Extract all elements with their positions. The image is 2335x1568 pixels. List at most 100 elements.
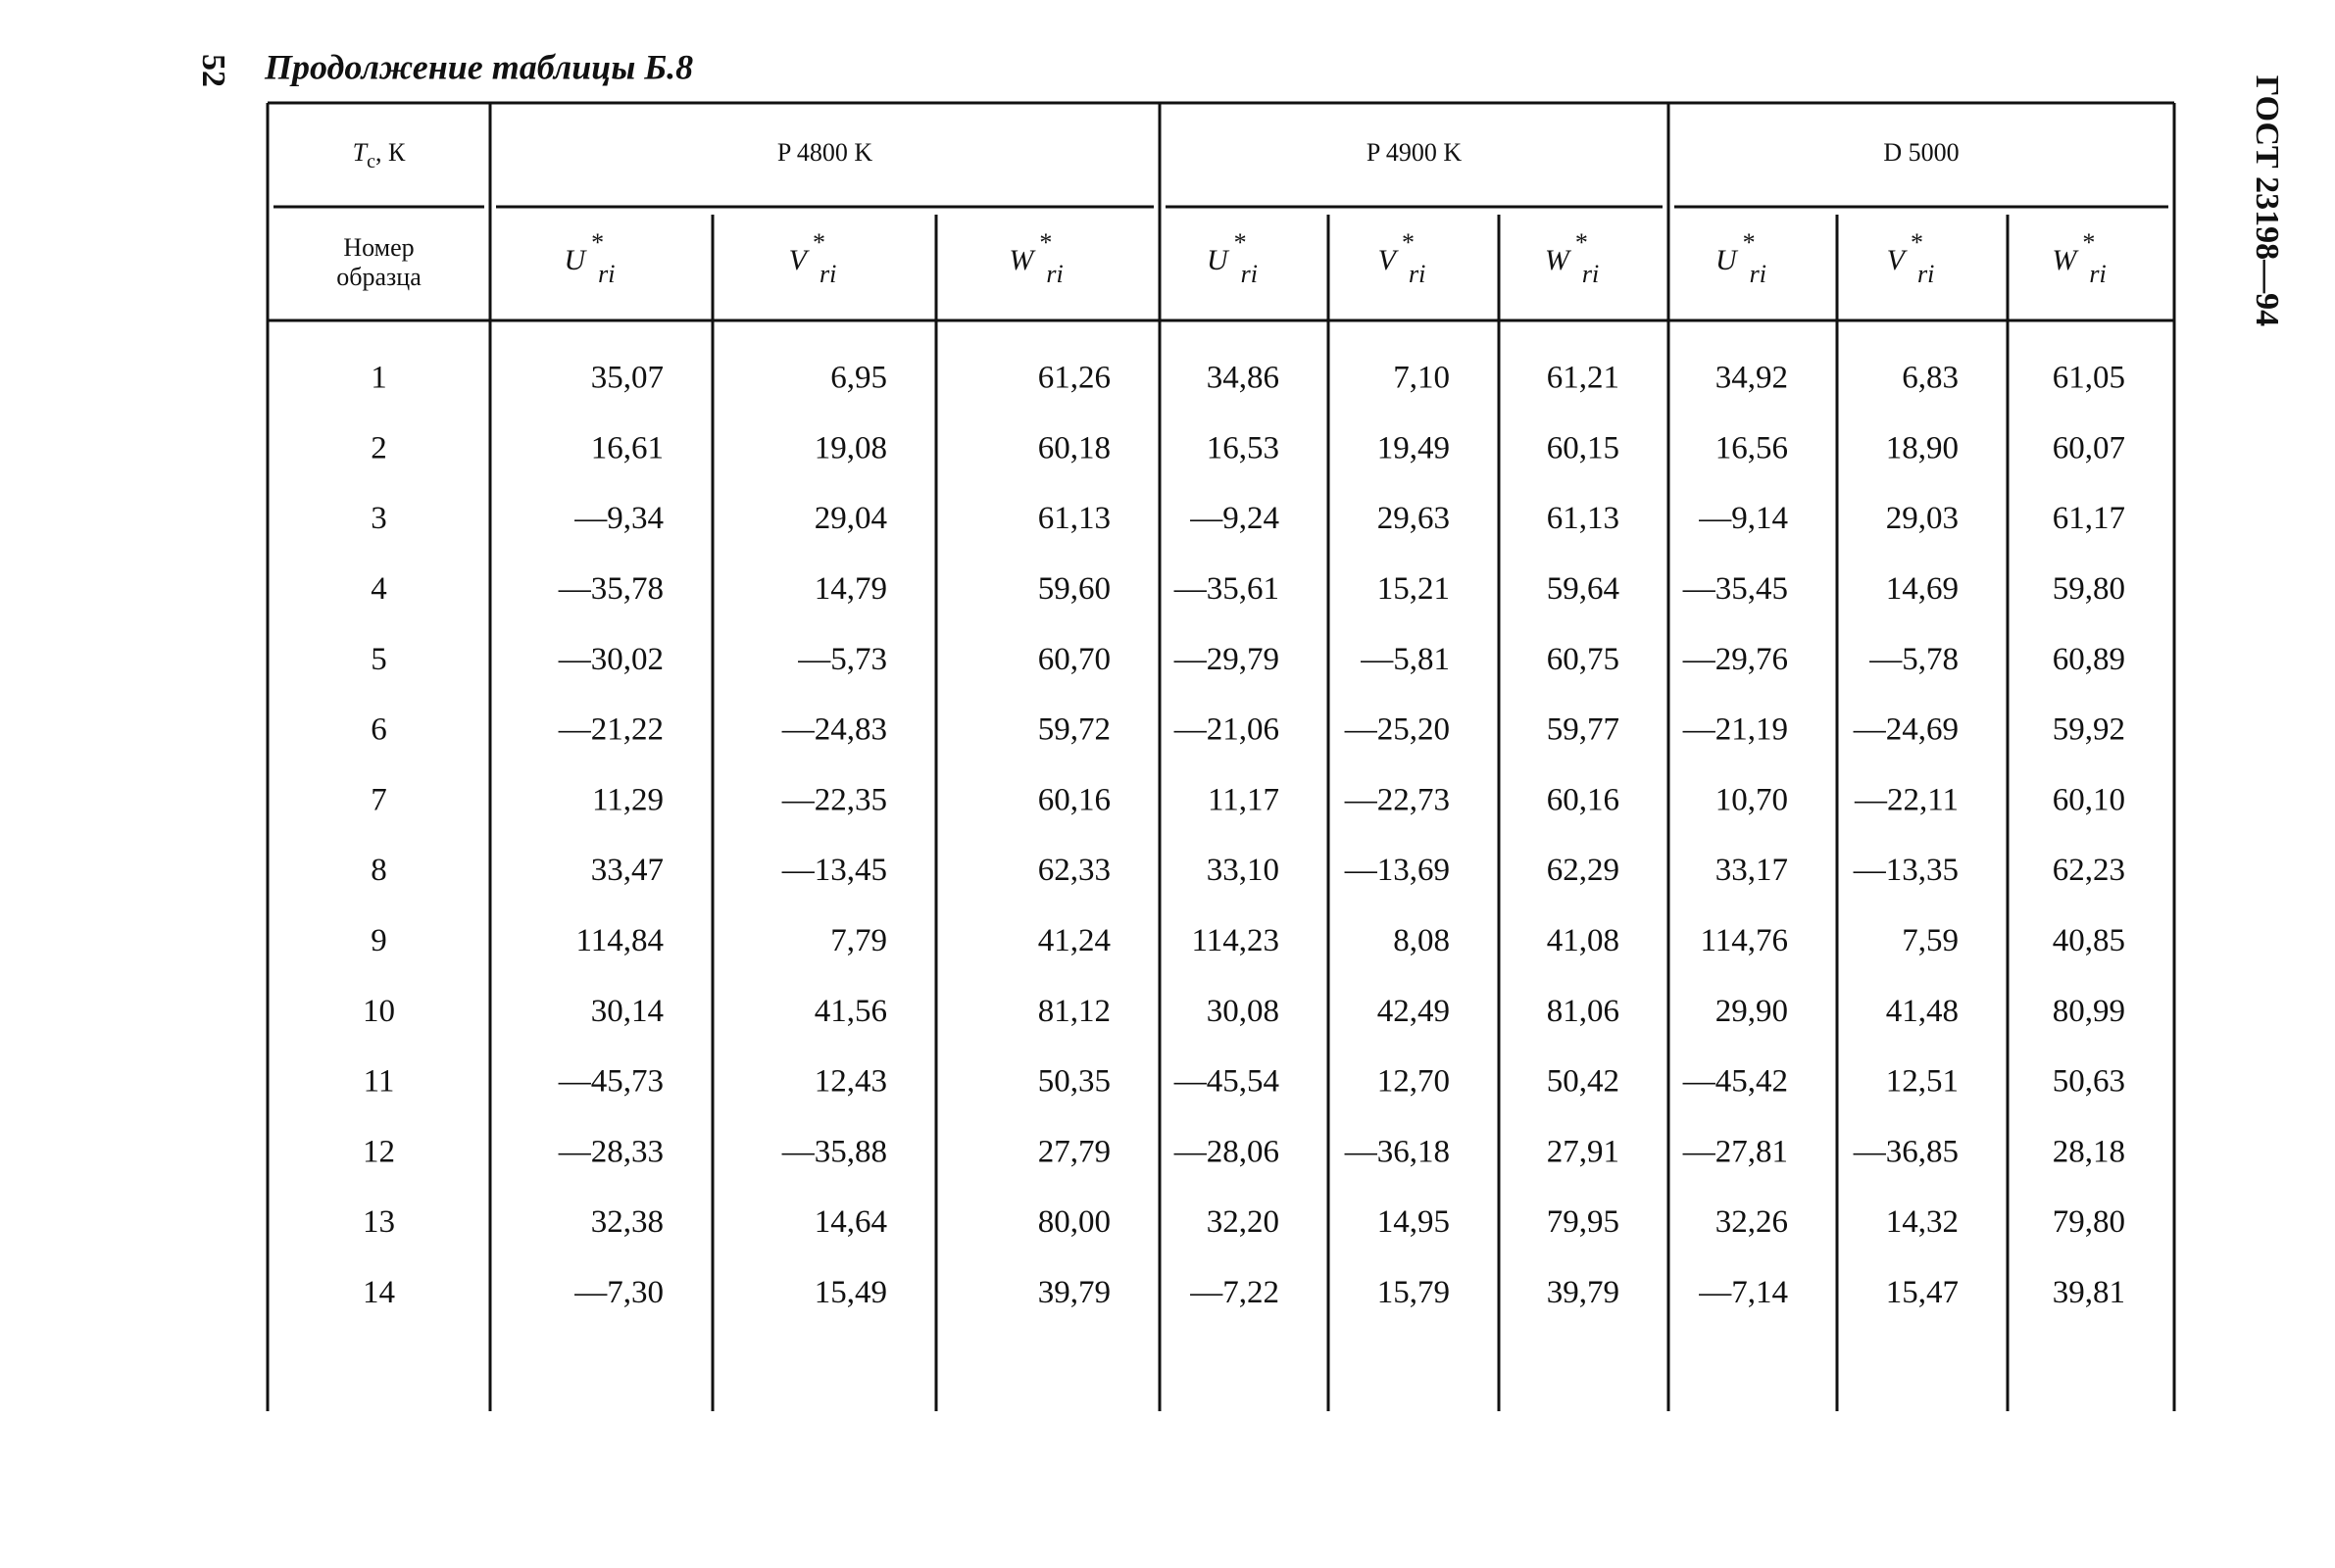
cell-value: 16,53 bbox=[1207, 430, 1279, 466]
cell-value: 14,95 bbox=[1377, 1204, 1450, 1240]
subscript: ri bbox=[820, 260, 836, 288]
sample-number: 2 bbox=[371, 430, 387, 466]
column-header: W* ri bbox=[1545, 228, 1599, 288]
cell-value: 12,51 bbox=[1886, 1064, 1959, 1100]
cell-value: 7,10 bbox=[1393, 361, 1450, 396]
cell-value: 32,26 bbox=[1715, 1204, 1788, 1240]
cell-value: 29,03 bbox=[1886, 501, 1959, 536]
subscript: ri bbox=[1046, 260, 1063, 288]
cell-value: 41,08 bbox=[1547, 923, 1619, 958]
cell-value: —5,81 bbox=[1360, 642, 1450, 677]
cell-value: 60,16 bbox=[1038, 782, 1111, 817]
sample-number: 11 bbox=[364, 1064, 395, 1100]
column-header: V* ri bbox=[1887, 228, 1935, 288]
sample-number: 4 bbox=[371, 571, 387, 607]
superscript: * bbox=[813, 228, 825, 257]
cell-value: 15,49 bbox=[815, 1275, 887, 1310]
cell-value: 30,14 bbox=[591, 994, 664, 1029]
group-header: P 4800 K bbox=[777, 138, 872, 167]
symbol: V bbox=[789, 244, 811, 276]
cell-value: —35,61 bbox=[1173, 571, 1279, 607]
cell-value: 33,17 bbox=[1715, 853, 1788, 888]
subscript: ri bbox=[1582, 260, 1599, 288]
cell-value: 39,81 bbox=[2053, 1275, 2125, 1310]
cell-value: 33,47 bbox=[591, 853, 664, 888]
sample-number: 7 bbox=[371, 782, 387, 817]
cell-value: 32,38 bbox=[591, 1204, 664, 1240]
cell-value: 61,13 bbox=[1547, 501, 1619, 536]
subscript: ri bbox=[1409, 260, 1425, 288]
cell-value: —7,14 bbox=[1698, 1275, 1788, 1310]
cell-value: 32,20 bbox=[1207, 1204, 1279, 1240]
superscript: * bbox=[1039, 228, 1052, 257]
cell-value: 35,07 bbox=[591, 361, 664, 396]
cell-value: 42,49 bbox=[1377, 994, 1450, 1029]
standard-code: ГОСТ 23198—94 bbox=[2249, 75, 2285, 326]
sample-number: 8 bbox=[371, 853, 387, 888]
cell-value: 7,79 bbox=[830, 923, 887, 958]
cell-value: 29,63 bbox=[1377, 501, 1450, 536]
superscript: * bbox=[591, 228, 604, 257]
cell-value: 11,29 bbox=[592, 782, 664, 817]
suffix: , К bbox=[375, 138, 406, 167]
cell-value: 61,26 bbox=[1038, 361, 1111, 396]
cell-value: —13,69 bbox=[1344, 853, 1450, 888]
cell-value: 62,33 bbox=[1038, 853, 1111, 888]
cell-value: 61,17 bbox=[2053, 501, 2125, 536]
superscript: * bbox=[1234, 228, 1247, 257]
cell-value: 41,56 bbox=[815, 994, 887, 1029]
cell-value: —5,78 bbox=[1868, 642, 1959, 677]
cell-value: 59,77 bbox=[1547, 712, 1619, 748]
cell-value: —45,73 bbox=[558, 1064, 664, 1100]
subscript: ri bbox=[1750, 260, 1766, 288]
cell-value: 29,90 bbox=[1715, 994, 1788, 1029]
cell-value: 60,89 bbox=[2053, 642, 2125, 677]
cell-value: 60,16 bbox=[1547, 782, 1619, 817]
subscript: ri bbox=[2089, 260, 2106, 288]
cell-value: 114,76 bbox=[1700, 923, 1788, 958]
group-header: D 5000 bbox=[1883, 138, 1959, 167]
cell-value: 80,00 bbox=[1038, 1204, 1111, 1240]
cell-value: 60,15 bbox=[1547, 430, 1619, 466]
subscript: ri bbox=[1917, 260, 1934, 288]
cell-value: 19,08 bbox=[815, 430, 887, 466]
cell-value: 12,70 bbox=[1377, 1064, 1450, 1100]
row-header-line: Номер bbox=[343, 233, 414, 262]
subscript: с bbox=[367, 151, 375, 172]
cell-value: —13,35 bbox=[1853, 853, 1959, 888]
cell-value: 27,91 bbox=[1547, 1134, 1619, 1169]
group-header: P 4900 K bbox=[1366, 138, 1462, 167]
cell-value: 28,18 bbox=[2053, 1134, 2125, 1169]
cell-value: —29,79 bbox=[1173, 642, 1279, 677]
cell-value: —28,33 bbox=[558, 1134, 664, 1169]
cell-value: 61,13 bbox=[1038, 501, 1111, 536]
cell-value: 80,99 bbox=[2053, 994, 2125, 1029]
symbol: U bbox=[564, 244, 587, 276]
cell-value: 62,23 bbox=[2053, 853, 2125, 888]
subscript: ri bbox=[1241, 260, 1258, 288]
cell-value: 6,83 bbox=[1902, 361, 1959, 396]
cell-value: 8,08 bbox=[1393, 923, 1450, 958]
sample-number: 10 bbox=[363, 994, 395, 1029]
superscript: * bbox=[1575, 228, 1588, 257]
cell-value: 60,10 bbox=[2053, 782, 2125, 817]
cell-value: 79,95 bbox=[1547, 1204, 1619, 1240]
cell-value: —30,02 bbox=[558, 642, 664, 677]
cell-value: 41,48 bbox=[1886, 994, 1959, 1029]
cell-value: —35,45 bbox=[1682, 571, 1788, 607]
cell-value: 50,35 bbox=[1038, 1064, 1111, 1100]
cell-value: 41,24 bbox=[1038, 923, 1111, 958]
column-header: W* ri bbox=[2052, 228, 2106, 288]
sample-number: 5 bbox=[371, 642, 387, 677]
cell-value: —36,85 bbox=[1853, 1134, 1959, 1169]
cell-value: 14,79 bbox=[815, 571, 887, 607]
cell-value: —36,18 bbox=[1344, 1134, 1450, 1169]
cell-value: —24,69 bbox=[1853, 712, 1959, 748]
cell-value: —9,14 bbox=[1698, 501, 1788, 536]
cell-value: 15,47 bbox=[1886, 1275, 1959, 1310]
cell-value: —25,20 bbox=[1344, 712, 1450, 748]
cell-value: —22,35 bbox=[781, 782, 887, 817]
symbol: V bbox=[1887, 244, 1909, 276]
cell-value: 40,85 bbox=[2053, 923, 2125, 958]
